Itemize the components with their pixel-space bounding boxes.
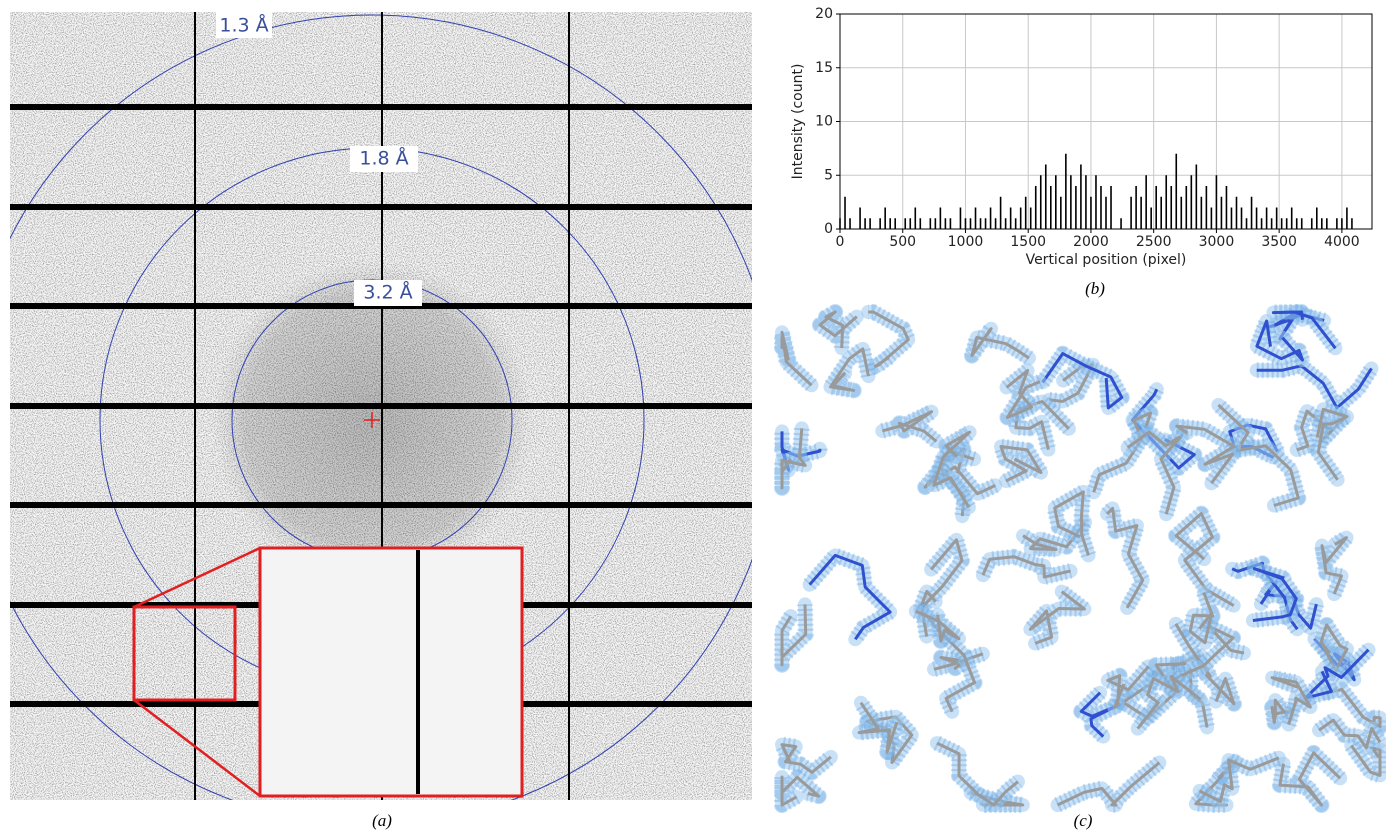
x-tick-label: 2500 xyxy=(1136,234,1172,250)
atom-sticks xyxy=(1014,400,1070,450)
x-tick-label: 500 xyxy=(889,234,916,250)
atom-sticks xyxy=(868,310,910,368)
atom-sticks xyxy=(1318,718,1382,750)
atom-sticks xyxy=(1106,665,1150,710)
panel-label: (b) xyxy=(1085,279,1105,298)
panel-label: (c) xyxy=(1074,811,1093,830)
atom-sticks xyxy=(1315,407,1349,481)
atom-sticks xyxy=(1188,591,1215,645)
atom-sticks xyxy=(1256,364,1373,410)
atom-sticks xyxy=(1005,369,1041,419)
atom-sticks xyxy=(1041,352,1124,410)
y-tick-label: 15 xyxy=(815,60,833,76)
atom-sticks xyxy=(970,327,1030,360)
y-tick-label: 20 xyxy=(815,6,833,22)
y-tick-label: 10 xyxy=(815,114,833,130)
atom-sticks xyxy=(808,553,892,641)
density-mesh xyxy=(1249,358,1379,415)
x-tick-label: 0 xyxy=(836,234,845,250)
atom-sticks xyxy=(1325,687,1382,729)
atom-sticks xyxy=(1198,756,1280,804)
atom-sticks xyxy=(936,741,1019,807)
electron-density-map xyxy=(774,304,1386,813)
atom-sticks xyxy=(1270,676,1312,726)
density-mesh-lines xyxy=(1086,405,1159,495)
atom-sticks xyxy=(1028,590,1086,645)
atom-sticks xyxy=(1106,506,1145,609)
atom-sticks xyxy=(829,347,870,392)
atom-sticks xyxy=(857,701,899,754)
atom-sticks xyxy=(780,743,832,774)
y-tick-label: 5 xyxy=(824,167,833,183)
x-tick-label: 1000 xyxy=(948,234,984,250)
atom-sticks xyxy=(1174,623,1236,706)
plot-frame xyxy=(839,13,1373,230)
atom-sticks xyxy=(780,330,813,387)
x-tick-label: 3500 xyxy=(1261,234,1297,250)
x-tick-label: 2000 xyxy=(1073,234,1109,250)
intensity-chart: 0 5 10 15 20 0 500 1000 1500 2000 2500 3000 3500 4000… xyxy=(790,6,1373,268)
atom-sticks xyxy=(918,538,964,611)
atom-sticks xyxy=(1022,521,1087,551)
atom-sticks xyxy=(1217,403,1300,507)
atom-sticks xyxy=(999,445,1043,483)
atom-sticks xyxy=(1056,761,1161,807)
atom-sticks xyxy=(818,310,858,349)
ring-label: 3.2 Å xyxy=(363,281,412,304)
atom-sticks xyxy=(1271,310,1337,350)
x-axis-label: Vertical position (pixel) xyxy=(1026,252,1187,268)
x-tick-label: 4000 xyxy=(1324,234,1360,250)
atom-sticks xyxy=(1255,319,1304,362)
atom-sticks xyxy=(1304,648,1370,700)
atom-sticks xyxy=(780,775,821,807)
x-tick-label: 3000 xyxy=(1199,234,1235,250)
atom-sticks xyxy=(1320,536,1348,595)
atom-sticks xyxy=(1278,751,1342,807)
atom-sticks xyxy=(780,428,807,490)
atom-sticks xyxy=(932,430,972,509)
x-tick-label: 1500 xyxy=(1010,234,1046,250)
y-axis-label: Intensity (count) xyxy=(790,64,806,180)
ring-label: 1.3 Å xyxy=(219,14,268,37)
ring-label: 1.8 Å xyxy=(359,147,408,170)
atom-sticks xyxy=(780,604,808,667)
atom-sticks xyxy=(1136,674,1202,730)
atom-sticks xyxy=(981,555,1071,579)
panel-label: (a) xyxy=(372,811,392,830)
atom-sticks xyxy=(1175,424,1236,485)
atom-sticks xyxy=(1053,490,1090,556)
atom-sticks xyxy=(881,410,938,443)
atom-sticks xyxy=(780,431,822,472)
atom-sticks xyxy=(1252,567,1298,622)
y-tick-label: 0 xyxy=(824,221,833,237)
atom-sticks xyxy=(1270,698,1293,724)
atom-sticks xyxy=(915,609,961,643)
diffraction-image: 1.3 Å 1.8 Å 3.2 Å xyxy=(10,12,752,800)
